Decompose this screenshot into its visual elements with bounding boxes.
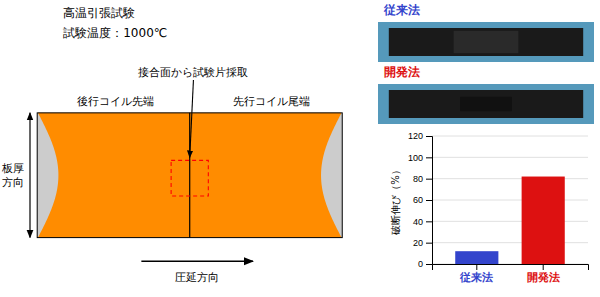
photo <box>378 22 594 62</box>
bar <box>455 251 498 264</box>
grid <box>432 136 588 264</box>
x-tick-label: 従来法 <box>459 271 493 283</box>
joint-line <box>189 113 190 238</box>
annotation: 後行コイル先端 <box>77 95 154 108</box>
y-tick-mark <box>426 200 432 201</box>
photo-neck <box>454 31 519 53</box>
chart: 高温引張試験試験温度：1000℃ 接合面から試験片採取後行コイル先端 先行コイル尾端… <box>0 0 600 297</box>
x-tick-mark <box>476 264 477 270</box>
annotation-line: 方向 <box>2 176 24 189</box>
grid-line <box>432 157 588 158</box>
annotation: 先行コイル尾端 <box>233 95 310 108</box>
x-tick: 開発法 <box>527 264 560 283</box>
annotation: 開発法 <box>384 65 420 79</box>
axis-line <box>433 265 589 271</box>
y-axis: 0 20 40 60 80 100 120 <box>408 131 433 269</box>
photo-specimen <box>389 28 583 56</box>
annotation-arrow <box>190 80 194 157</box>
y-tick-label: 120 <box>408 131 423 141</box>
annotation: 従来法 <box>383 3 420 17</box>
annotation: 接合面から試験片採取 <box>138 66 248 79</box>
x-tick: 従来法 <box>459 264 493 283</box>
y-tick: 40 <box>413 217 432 227</box>
annotation: 板厚方向 <box>1 162 24 188</box>
photos: 従来法開発法 <box>378 3 594 125</box>
y-tick: 100 <box>408 153 432 163</box>
y-tick: 80 <box>413 174 432 184</box>
photo <box>378 84 594 124</box>
rolling-arrow <box>141 261 253 263</box>
annotation: 圧延方向 <box>175 271 219 284</box>
photo-specimen <box>389 90 583 118</box>
y-tick-label: 40 <box>413 217 423 227</box>
y-tick-mark <box>426 179 432 180</box>
thickness-arrow <box>29 113 30 238</box>
y-axis-title: 破断伸び（%） <box>390 165 401 236</box>
y-tick-label: 100 <box>408 153 423 163</box>
annotation-line: 板厚 <box>1 162 24 175</box>
y-tick-mark <box>426 264 432 265</box>
y-tick-mark <box>426 243 432 244</box>
y-tick-label: 0 <box>418 259 423 269</box>
sample-area <box>171 160 208 196</box>
y-tick: 20 <box>413 238 432 248</box>
y-tick-mark <box>426 221 432 222</box>
bars <box>455 177 565 264</box>
y-tick-label: 60 <box>413 195 423 205</box>
y-tick-label: 20 <box>413 238 423 248</box>
axis-line <box>426 137 433 265</box>
x-axis: 従来法 開発法 <box>433 264 589 283</box>
y-tick: 60 <box>413 195 432 205</box>
y-tick-mark <box>426 157 432 158</box>
grid-line <box>432 136 588 137</box>
strip-border <box>37 113 342 238</box>
y-tick: 120 <box>408 131 432 141</box>
x-tick-mark <box>543 264 544 270</box>
y-tick: 0 <box>418 259 432 269</box>
x-tick-label: 開発法 <box>527 271 560 283</box>
y-tick-label: 80 <box>413 174 423 184</box>
bar-chart: 0 20 40 60 80 100 120 従来法 開発法 <box>408 131 589 282</box>
photo-neck <box>460 97 512 111</box>
diagram: 高温引張試験試験温度：1000℃ 接合面から試験片採取後行コイル先端 先行コイル尾端… <box>1 6 342 285</box>
bar <box>522 177 565 264</box>
title: 高温引張試験 <box>63 6 135 20</box>
subtitle: 試験温度：1000℃ <box>63 26 167 40</box>
strip <box>37 113 342 238</box>
weld-zone <box>38 113 342 238</box>
y-tick-mark <box>426 136 432 137</box>
